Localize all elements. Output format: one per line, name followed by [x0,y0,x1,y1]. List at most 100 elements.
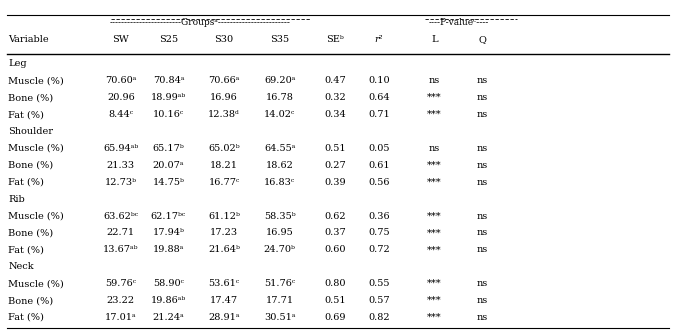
Text: 0.51: 0.51 [325,296,346,305]
Text: Q: Q [478,35,486,44]
Text: 58.90ᶜ: 58.90ᶜ [153,279,184,288]
Text: 17.01ᵃ: 17.01ᵃ [105,313,136,322]
Text: ***: *** [427,178,442,187]
Text: 0.61: 0.61 [368,161,390,170]
Text: 14.75ᵇ: 14.75ᵇ [153,178,184,187]
Text: Fat (%): Fat (%) [8,110,44,119]
Text: 62.17ᵇᶜ: 62.17ᵇᶜ [151,212,186,220]
Text: Variable: Variable [8,35,49,44]
Text: 65.94ᵃᵇ: 65.94ᵃᵇ [103,144,139,153]
Text: 30.51ᵃ: 30.51ᵃ [264,313,295,322]
Text: 0.47: 0.47 [325,76,346,85]
Text: 12.73ᵇ: 12.73ᵇ [105,178,137,187]
Text: 17.94ᵇ: 17.94ᵇ [153,228,184,238]
Text: ***: *** [427,93,442,102]
Text: 65.17ᵇ: 65.17ᵇ [153,144,184,153]
Text: 0.80: 0.80 [325,279,346,288]
Text: 0.56: 0.56 [368,178,390,187]
Text: 17.47: 17.47 [210,296,238,305]
Text: 24.70ᵇ: 24.70ᵇ [264,245,295,254]
Text: SW: SW [113,35,129,44]
Text: ----P-valueᶜ----: ----P-valueᶜ---- [428,18,488,27]
Text: ns: ns [477,110,488,119]
Text: 19.86ᵃᵇ: 19.86ᵃᵇ [151,296,186,305]
Text: 21.24ᵃ: 21.24ᵃ [153,313,184,322]
Text: 16.78: 16.78 [265,93,294,102]
Text: 18.62: 18.62 [265,161,294,170]
Text: Bone (%): Bone (%) [8,161,53,170]
Text: 70.84ᵃ: 70.84ᵃ [153,76,184,85]
Text: 16.83ᶜ: 16.83ᶜ [264,178,295,187]
Text: Rib: Rib [8,195,25,204]
Text: 59.76ᶜ: 59.76ᶜ [105,279,136,288]
Text: L: L [431,35,438,44]
Text: 17.71: 17.71 [265,296,294,305]
Text: Shoulder: Shoulder [8,127,53,136]
Text: Bone (%): Bone (%) [8,296,53,305]
Text: 0.51: 0.51 [325,144,346,153]
Text: 13.67ᵃᵇ: 13.67ᵃᵇ [103,245,139,254]
Text: 0.64: 0.64 [368,93,390,102]
Text: ns: ns [477,279,488,288]
Text: Muscle (%): Muscle (%) [8,279,64,288]
Text: 22.71: 22.71 [107,228,135,238]
Text: ns: ns [477,228,488,238]
Text: ***: *** [427,279,442,288]
Text: 51.76ᶜ: 51.76ᶜ [264,279,295,288]
Text: 28.91ᵃ: 28.91ᵃ [208,313,240,322]
Text: ns: ns [477,144,488,153]
Text: 0.62: 0.62 [325,212,346,220]
Text: Muscle (%): Muscle (%) [8,144,64,153]
Text: 23.22: 23.22 [107,296,135,305]
Text: 0.75: 0.75 [368,228,390,238]
Text: 20.96: 20.96 [107,93,134,102]
Text: 0.55: 0.55 [368,279,390,288]
Text: ------------------------Groupsᵃ------------------------: ------------------------Groupsᵃ---------… [110,18,291,27]
Text: ***: *** [427,228,442,238]
Text: ns: ns [477,212,488,220]
Text: SEᵇ: SEᵇ [327,35,344,44]
Text: Bone (%): Bone (%) [8,228,53,238]
Text: ***: *** [427,110,442,119]
Text: ***: *** [427,245,442,254]
Text: ns: ns [477,245,488,254]
Text: Muscle (%): Muscle (%) [8,212,64,220]
Text: ***: *** [427,296,442,305]
Text: 21.33: 21.33 [107,161,135,170]
Text: 0.69: 0.69 [325,313,346,322]
Text: 0.57: 0.57 [368,296,390,305]
Text: S35: S35 [270,35,289,44]
Text: Bone (%): Bone (%) [8,93,53,102]
Text: 0.27: 0.27 [325,161,346,170]
Text: 0.39: 0.39 [325,178,346,187]
Text: 8.44ᶜ: 8.44ᶜ [108,110,134,119]
Text: ***: *** [427,212,442,220]
Text: 17.23: 17.23 [210,228,238,238]
Text: ns: ns [477,296,488,305]
Text: ns: ns [477,313,488,322]
Text: 0.36: 0.36 [368,212,390,220]
Text: 69.20ᵃ: 69.20ᵃ [264,76,295,85]
Text: 58.35ᵇ: 58.35ᵇ [264,212,295,220]
Text: r²: r² [375,35,383,44]
Text: 12.38ᵈ: 12.38ᵈ [208,110,240,119]
Text: Leg: Leg [8,59,26,69]
Text: 10.16ᶜ: 10.16ᶜ [153,110,184,119]
Text: 0.71: 0.71 [368,110,390,119]
Text: 18.21: 18.21 [210,161,238,170]
Text: ns: ns [429,144,440,153]
Text: 14.02ᶜ: 14.02ᶜ [264,110,295,119]
Text: 61.12ᵇ: 61.12ᵇ [208,212,240,220]
Text: ns: ns [477,178,488,187]
Text: 0.10: 0.10 [368,76,390,85]
Text: 63.62ᵇᶜ: 63.62ᵇᶜ [103,212,139,220]
Text: 0.32: 0.32 [325,93,346,102]
Text: 16.96: 16.96 [210,93,238,102]
Text: 0.05: 0.05 [368,144,390,153]
Text: 64.55ᵃ: 64.55ᵃ [264,144,295,153]
Text: 18.99ᵃᵇ: 18.99ᵃᵇ [151,93,186,102]
Text: Fat (%): Fat (%) [8,245,44,254]
Text: 16.95: 16.95 [266,228,293,238]
Text: S30: S30 [215,35,234,44]
Text: S25: S25 [159,35,178,44]
